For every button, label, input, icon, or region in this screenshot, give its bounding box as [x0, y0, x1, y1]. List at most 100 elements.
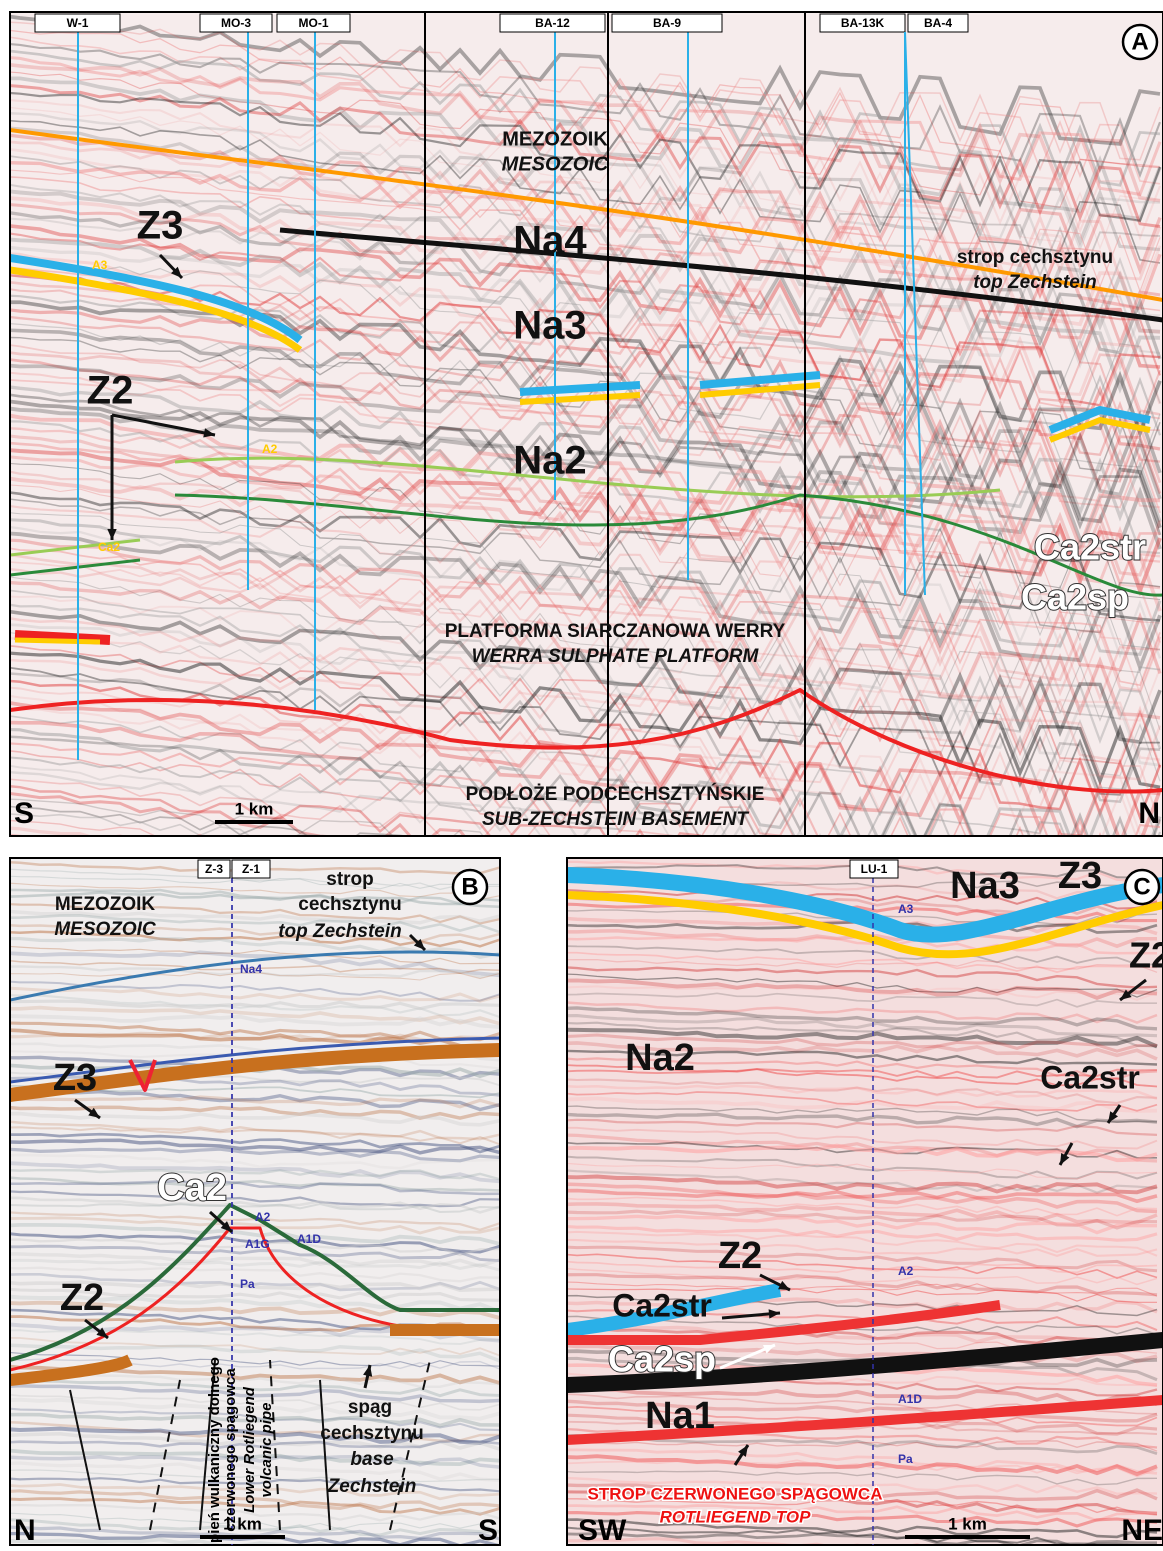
texture: [10, 742, 1161, 836]
texture: [10, 1244, 500, 1263]
texture: [10, 756, 1161, 836]
texture: [10, 470, 1161, 597]
annotation: WERRA SULPHATE PLATFORM: [472, 646, 760, 667]
texture: [10, 49, 1161, 187]
texture: [10, 1336, 500, 1357]
texture: [567, 1526, 1158, 1545]
well-box: [34, 13, 121, 33]
texture: [10, 1454, 500, 1469]
annotation: S: [478, 1514, 498, 1547]
annotation: Z3: [137, 204, 184, 248]
texture: [10, 609, 1162, 744]
texture: [10, 203, 1161, 348]
texture: [10, 119, 1161, 264]
texture: [567, 1470, 1158, 1486]
texture: [567, 1155, 1158, 1180]
annotation: Ca2str: [1040, 1059, 1140, 1095]
well-box: [849, 859, 899, 879]
texture: [10, 176, 1161, 312]
texture: [10, 379, 1161, 514]
texture: [10, 393, 1162, 536]
texture: [10, 518, 1162, 656]
arrow: [733, 1444, 750, 1466]
horizon: [128, 1059, 157, 1092]
well-box: [231, 859, 271, 879]
horizon: [567, 1300, 1001, 1345]
texture: [567, 1174, 1158, 1195]
texture: [10, 595, 1161, 722]
texture: [10, 36, 1161, 185]
well-name: BA-13K: [841, 16, 885, 30]
horizon: [567, 1332, 1163, 1393]
annotation: Ca2: [157, 1167, 227, 1209]
annotation: Z2: [718, 1235, 762, 1277]
texture: [567, 1489, 1158, 1515]
annotation: Na3: [513, 304, 586, 348]
texture: [10, 1014, 500, 1029]
texture: [10, 1439, 500, 1449]
texture: [567, 1068, 1158, 1079]
annotation: Na4: [513, 219, 587, 263]
annotation: N: [14, 1514, 36, 1547]
texture: [10, 882, 500, 901]
horizon: [519, 371, 1151, 434]
texture: [10, 1111, 500, 1127]
texture: [10, 1280, 500, 1293]
annotation: cechsztynu: [320, 1423, 423, 1444]
horizon: [10, 254, 303, 344]
texture: [10, 986, 500, 1003]
texture: [10, 972, 500, 981]
texture: [10, 505, 1161, 643]
annotation: Na3: [950, 865, 1020, 907]
texture: [10, 1075, 500, 1097]
horizon: [14, 630, 111, 645]
horizon: [10, 493, 1163, 597]
texture: [10, 637, 1161, 761]
texture: [567, 966, 1158, 989]
texture: [567, 1027, 1158, 1049]
annotation: Na1: [645, 1395, 715, 1437]
texture: [567, 1238, 1158, 1258]
horizon: [567, 891, 1163, 959]
texture: [567, 1476, 1158, 1496]
annotation: MEZOZOIK: [502, 128, 608, 150]
horizon-tag: A1D: [898, 1392, 922, 1406]
texture: [10, 1071, 500, 1087]
annotation: Z2: [87, 369, 134, 413]
texture: [567, 1245, 1158, 1273]
texture: [10, 462, 1161, 601]
annotation: N: [1138, 797, 1160, 830]
texture: [567, 1385, 1158, 1407]
texture: [10, 1138, 500, 1155]
texture: [10, 1252, 500, 1269]
horizon: [279, 227, 1163, 323]
texture: [10, 363, 1162, 500]
annotation: pień wulkaniczny dolnego: [206, 1357, 223, 1543]
texture: [10, 735, 1162, 836]
texture: [10, 385, 1162, 523]
texture: [10, 1161, 500, 1184]
arrow-head: [778, 1280, 790, 1290]
texture: [10, 1512, 500, 1532]
horizon: [10, 1036, 500, 1084]
well-box: [819, 13, 906, 33]
texture: [567, 1433, 1158, 1455]
arrow: [158, 253, 184, 280]
texture: [567, 1021, 1158, 1048]
arrow: [84, 1318, 109, 1340]
texture: [10, 1232, 500, 1254]
scale-label: 1 km: [235, 799, 274, 818]
texture: [10, 1393, 500, 1411]
annotation: Ca2sp: [1021, 577, 1129, 618]
well-name: Z-3: [205, 862, 223, 876]
texture: [567, 1399, 1158, 1423]
texture: [10, 183, 1161, 320]
texture: [10, 512, 1161, 651]
texture: [10, 576, 1161, 730]
texture: [10, 1489, 500, 1511]
texture: [10, 71, 1161, 209]
texture: [567, 1112, 1158, 1129]
horizon-tag: A1D: [297, 1232, 321, 1246]
texture: [10, 169, 1161, 293]
annotation: SUB-ZECHSTEIN BASEMENT: [482, 809, 749, 830]
